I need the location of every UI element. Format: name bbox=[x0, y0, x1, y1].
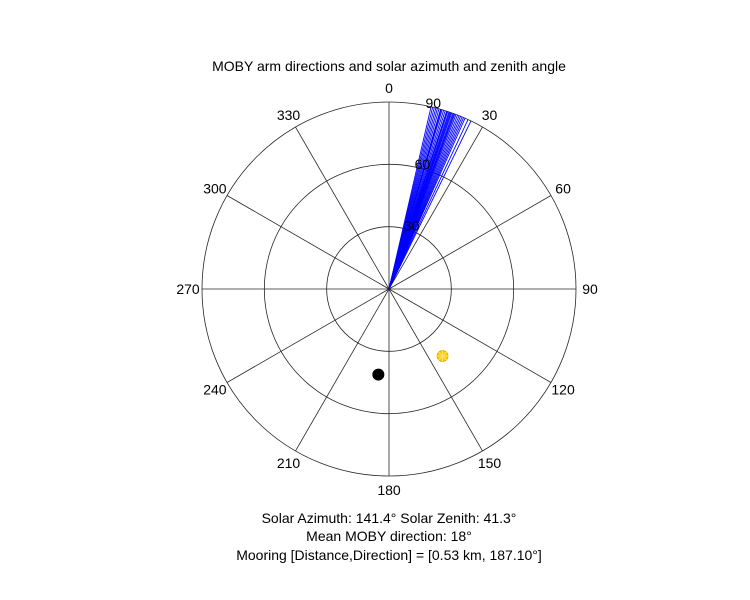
chart-title: MOBY arm directions and solar azimuth an… bbox=[212, 58, 566, 74]
angle-label-0: 0 bbox=[385, 80, 393, 96]
moby-arm-rays bbox=[388, 106, 472, 290]
angle-label-90: 90 bbox=[582, 281, 598, 297]
moby-arm-ray bbox=[388, 117, 466, 290]
angle-label-210: 210 bbox=[277, 455, 301, 471]
radial-label-60: 60 bbox=[415, 156, 431, 172]
angle-label-30: 30 bbox=[482, 107, 498, 123]
angle-label-240: 240 bbox=[203, 382, 227, 398]
angle-labels: 0 30 60 90 120 150 180 210 240 270 300 330 bbox=[176, 80, 598, 498]
footer-line-solar: Solar Azimuth: 141.4° Solar Zenith: 41.3… bbox=[262, 510, 517, 526]
angle-label-180: 180 bbox=[377, 482, 401, 498]
radial-label-30: 30 bbox=[404, 218, 420, 234]
angle-label-60: 60 bbox=[555, 181, 571, 197]
moby-arm-ray bbox=[388, 119, 469, 290]
angle-label-300: 300 bbox=[203, 181, 227, 197]
angle-label-270: 270 bbox=[176, 281, 200, 297]
footer-line-mean-direction: Mean MOBY direction: 18° bbox=[306, 528, 472, 544]
mooring-marker bbox=[372, 368, 385, 381]
angle-label-330: 330 bbox=[277, 107, 301, 123]
markers bbox=[372, 350, 449, 381]
angle-label-150: 150 bbox=[478, 455, 502, 471]
moby-arm-ray bbox=[388, 120, 472, 290]
footer-line-mooring: Mooring [Distance,Direction] = [0.53 km,… bbox=[236, 547, 542, 563]
sun-marker bbox=[436, 350, 449, 363]
radial-labels: 30 60 90 bbox=[404, 95, 441, 234]
angle-label-120: 120 bbox=[551, 382, 575, 398]
radial-label-90: 90 bbox=[425, 95, 441, 111]
